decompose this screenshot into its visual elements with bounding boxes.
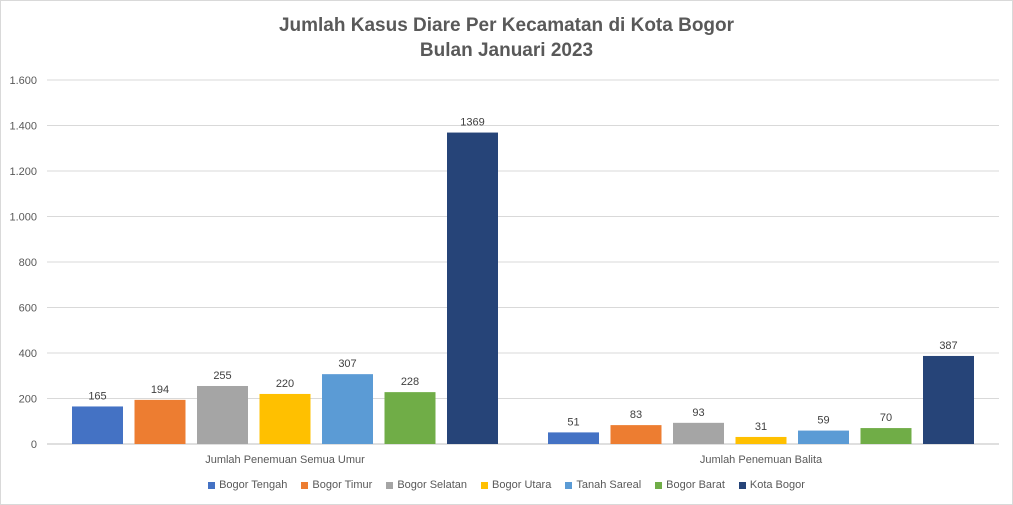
- bar: [197, 385, 248, 444]
- legend-swatch: [208, 481, 216, 489]
- bar: [548, 432, 599, 444]
- legend-item: Bogor Selatan: [386, 479, 467, 491]
- legend-label: Tanah Sareal: [576, 479, 642, 491]
- data-label: 194: [151, 384, 169, 396]
- bar: [447, 132, 498, 445]
- y-tick-label: 800: [19, 257, 37, 269]
- bar: [610, 425, 662, 444]
- x-category-label: Jumlah Penemuan Balita: [700, 454, 823, 466]
- bar: [798, 430, 849, 444]
- y-tick-label: 1.000: [9, 212, 37, 224]
- legend-label: Kota Bogor: [749, 479, 805, 491]
- bar: [259, 393, 311, 444]
- bar: [72, 406, 123, 444]
- legend-label: Bogor Selatan: [397, 479, 468, 491]
- chart-title: Jumlah Kasus Diare Per Kecamatan di Kota…: [1, 13, 1012, 63]
- data-label: 59: [817, 415, 829, 427]
- legend-swatch: [301, 481, 309, 489]
- y-tick-label: 1.200: [9, 166, 37, 178]
- legend-swatch: [738, 481, 746, 489]
- legend-item: Bogor Tengah: [208, 479, 287, 491]
- legend-item: Bogor Timur: [301, 479, 372, 491]
- data-label: 31: [755, 421, 767, 433]
- legend-item: Bogor Barat: [655, 479, 725, 491]
- bar: [923, 355, 974, 444]
- legend-label: Bogor Utara: [492, 479, 552, 491]
- chart-title-line1: Jumlah Kasus Diare Per Kecamatan di Kota…: [278, 15, 735, 36]
- legend-item: Bogor Utara: [481, 479, 551, 491]
- bar: [134, 399, 186, 444]
- data-label: 51: [567, 416, 579, 428]
- chart-title-line2: Bulan Januari 2023: [419, 40, 594, 61]
- legend-label: Bogor Timur: [312, 479, 373, 491]
- legend-label: Bogor Barat: [666, 479, 725, 491]
- legend-label: Bogor Tengah: [219, 479, 288, 491]
- y-tick-label: 1.600: [9, 75, 37, 87]
- chart-legend: Bogor Tengah Bogor Timur Bogor Selatan Bogo…: [1, 479, 1012, 491]
- y-tick-label: 600: [19, 303, 37, 315]
- legend-swatch: [565, 481, 573, 489]
- data-label: 70: [880, 412, 892, 424]
- legend-item: Tanah Sareal: [565, 479, 641, 491]
- y-tick-label: 1.400: [9, 121, 37, 133]
- y-tick-label: 200: [19, 394, 37, 406]
- legend-swatch: [481, 481, 489, 489]
- data-label: 255: [213, 370, 231, 382]
- bar: [673, 422, 724, 444]
- legend-swatch: [386, 481, 394, 489]
- bar: [860, 428, 912, 444]
- data-label: 220: [276, 378, 294, 390]
- data-label: 93: [692, 407, 704, 419]
- data-label: 387: [939, 340, 957, 352]
- bar: [322, 374, 373, 444]
- bar: [735, 436, 787, 444]
- data-label: 165: [88, 390, 106, 402]
- data-label: 1369: [460, 117, 484, 129]
- data-label: 83: [630, 409, 642, 421]
- legend-swatch: [655, 481, 663, 489]
- y-tick-label: 400: [19, 348, 37, 360]
- y-tick-label: 0: [31, 439, 37, 451]
- data-label: 228: [401, 376, 419, 388]
- legend-item: Kota Bogor: [738, 479, 805, 491]
- x-category-label: Jumlah Penemuan Semua Umur: [205, 454, 365, 466]
- data-label: 307: [338, 358, 356, 370]
- bar: [384, 392, 436, 444]
